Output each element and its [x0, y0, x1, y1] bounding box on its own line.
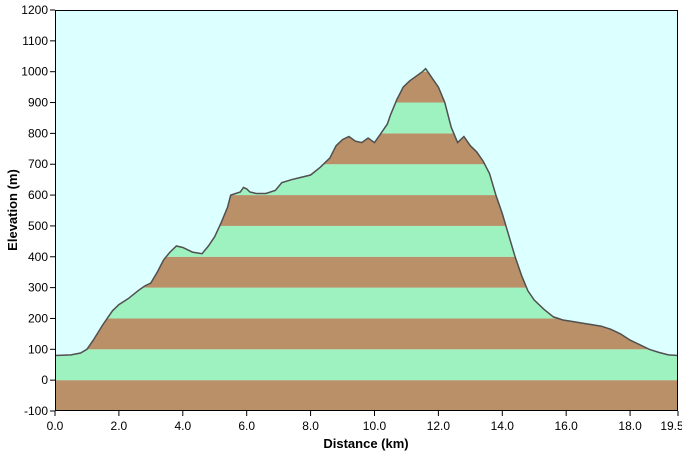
y-tick-label: 800 [28, 126, 48, 140]
y-tick-label: -100 [24, 404, 48, 418]
y-tick-label: 1000 [21, 65, 48, 79]
x-tick-label: 8.0 [302, 419, 319, 433]
elevation-profile-line [54, 67, 679, 357]
x-tick-label: 0.0 [47, 419, 64, 433]
elevation-band [55, 349, 678, 381]
y-tick-label: 400 [28, 250, 48, 264]
y-tick-label: 300 [28, 281, 48, 295]
y-tick-label: 900 [28, 96, 48, 110]
plot-frame [55, 10, 678, 411]
x-tick-label: 4.0 [174, 419, 191, 433]
y-tick-label: 200 [28, 311, 48, 325]
x-tick-label: 12.0 [427, 419, 451, 433]
x-tick-label: 2.0 [111, 419, 128, 433]
y-axis: -100 0 100 200 300 400 500 600 700 800 900 1000 1100… [21, 3, 55, 418]
x-tick-label: 6.0 [238, 419, 255, 433]
y-tick-label: 1200 [21, 3, 48, 17]
elevation-band [55, 380, 678, 411]
x-axis: 0.0 2.0 4.0 6.0 8.0 10.0 12.0 14.0 16.0 18.0 19.5 [47, 411, 682, 433]
x-tick-label: 19.5 [660, 419, 682, 433]
elevation-band [55, 318, 678, 350]
x-axis-title: Distance (km) [323, 436, 408, 451]
sky-area [55, 10, 678, 356]
y-tick-label: 1100 [22, 34, 48, 48]
y-tick-label: 100 [28, 342, 48, 356]
y-tick-label: 700 [28, 157, 48, 171]
x-tick-label: 14.0 [491, 419, 515, 433]
y-tick-label: 500 [28, 219, 48, 233]
x-tick-label: 18.0 [618, 419, 642, 433]
x-tick-label: 10.0 [363, 419, 387, 433]
y-tick-label: 600 [28, 188, 48, 202]
x-tick-label: 16.0 [554, 419, 578, 433]
y-tick-label: 0 [41, 373, 48, 387]
y-axis-title: Elevation (m) [5, 169, 20, 251]
